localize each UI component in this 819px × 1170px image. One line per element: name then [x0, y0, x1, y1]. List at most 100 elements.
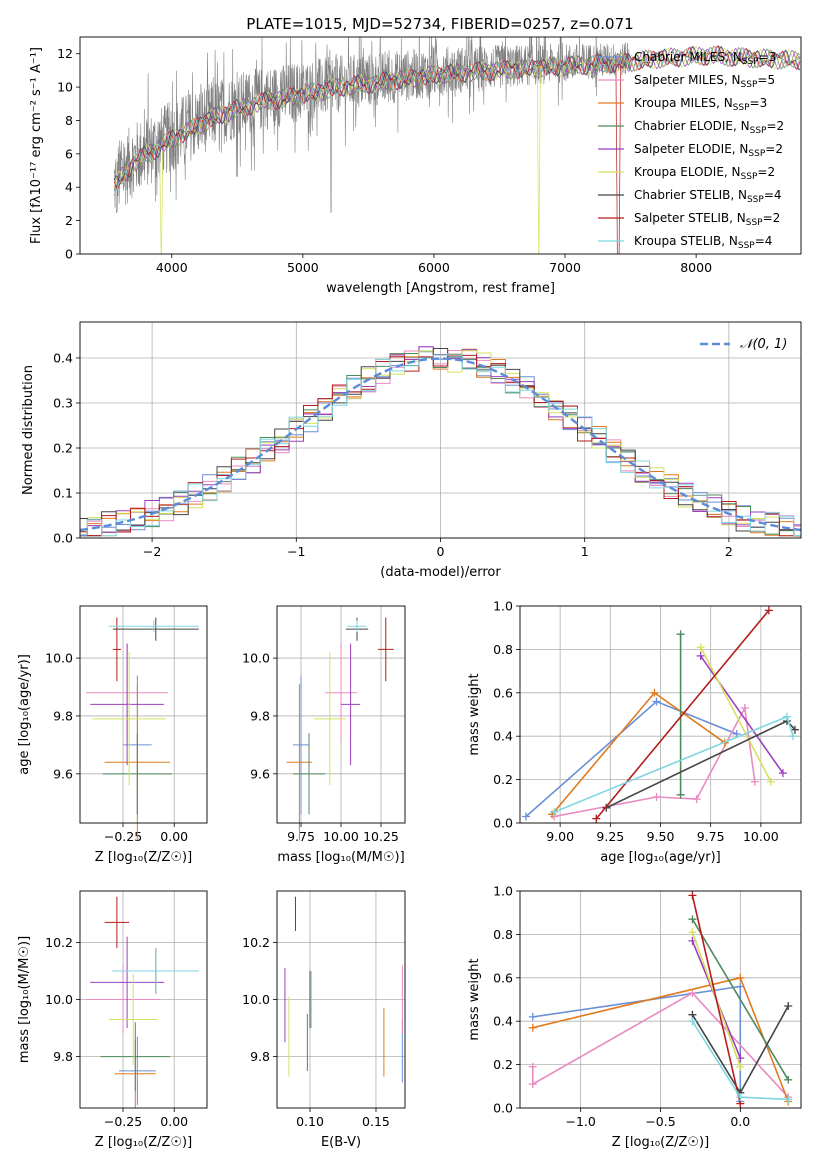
x-axis-label: age [log₁₀(age/yr)] — [600, 850, 721, 865]
legend-nssp: =3 — [750, 96, 768, 110]
x-tick-label: 0.00 — [160, 829, 188, 844]
model-line — [114, 46, 801, 188]
errorbar-point — [293, 733, 325, 815]
weight-marker — [652, 792, 661, 801]
x-tick-label: −1.0 — [565, 1114, 595, 1129]
y-tick-label: 0 — [65, 247, 73, 262]
x-tick-label: 10.00 — [323, 829, 359, 844]
legend-entry: 𝒩(0, 1) — [740, 337, 787, 352]
legend-entry: Chabrier STELIB, NSSP=4 — [634, 188, 782, 205]
errorbar-point — [286, 684, 313, 841]
legend-entry: Kroupa MILES, NSSP=3 — [634, 96, 767, 113]
y-tick-label: 9.6 — [53, 766, 73, 781]
weight-series — [688, 891, 745, 1108]
y-tick-label: 10.0 — [242, 992, 270, 1007]
x-tick-label: 0.10 — [296, 1114, 324, 1129]
errorbar-point — [347, 620, 367, 633]
legend-series-name: Chabrier ELODIE — [634, 119, 733, 133]
errorbar-point — [92, 652, 167, 786]
residuals-panel: −2 −1 0 1 2 0.0 0.1 0.2 0.3 0.4 (data-model)/error… — [21, 321, 802, 580]
weight-marker — [688, 988, 697, 997]
weight-line — [532, 985, 742, 1102]
weight-line — [605, 720, 796, 809]
histogram-step-line — [80, 346, 801, 537]
weight-vs-metallicity-panel: −1.0 −0.5 0.0 0.0 0.2 0.4 0.6 0.8 1.0 Z [log₁₀(Z/… — [467, 884, 802, 1150]
weight-marker — [688, 915, 697, 924]
axes-frame — [276, 890, 406, 1109]
y-tick-label: 0.4 — [493, 729, 513, 744]
weight-series — [602, 717, 799, 812]
legend-entry: Chabrier ELODIE, NSSP=2 — [634, 119, 784, 136]
weight-marker — [528, 1080, 537, 1089]
weight-marker — [784, 1095, 793, 1104]
y-axis-label: mass weight — [467, 673, 482, 755]
histogram-step-line — [80, 353, 801, 537]
y-tick-label: 12 — [57, 46, 73, 61]
weight-series — [548, 688, 729, 819]
axes-frame — [79, 36, 802, 255]
x-tick-label: 5000 — [287, 260, 319, 275]
legend-series-name: Salpeter STELIB — [634, 211, 729, 225]
y-axis-label: Flux [fλ10⁻¹⁷ erg cm⁻² s⁻¹ A⁻¹] — [29, 47, 44, 244]
age-vs-metallicity-panel: −0.25 0.00 9.6 9.8 10.0 Z [log₁₀(Z/Z☉)] age [l… — [17, 605, 208, 865]
errorbar-point — [112, 948, 199, 994]
legend-series-name: Salpeter ELODIE — [634, 142, 732, 156]
y-tick-label: 2 — [65, 213, 73, 228]
errorbar-point — [112, 617, 199, 641]
weight-series — [550, 712, 797, 817]
weight-marker — [652, 697, 661, 706]
weight-marker — [688, 891, 697, 900]
weight-vs-age-panel: 9.00 9.25 9.50 9.75 10.00 0.0 0.2 0.4 0.6 0.8 1.0 a… — [467, 599, 802, 865]
errorbar-point — [102, 733, 173, 815]
legend-nssp: =2 — [765, 142, 783, 156]
legend-n-prefix: , N — [721, 234, 738, 248]
legend-nssp: =2 — [763, 211, 781, 225]
legend-series-name: Salpeter MILES — [634, 73, 724, 87]
x-axis-label: Z [log₁₀(Z/Z☉)] — [95, 1135, 192, 1150]
y-tick-label: 0.6 — [493, 970, 513, 985]
errorbar-point — [112, 617, 121, 682]
x-tick-label: −1 — [287, 544, 305, 559]
legend-nssp: =3 — [759, 50, 777, 64]
y-tick-label: 8 — [65, 113, 73, 128]
model-line — [113, 45, 801, 195]
errorbar-point — [90, 643, 164, 766]
y-tick-label: 0.8 — [493, 642, 513, 657]
y-tick-label: 0.2 — [53, 441, 73, 456]
x-tick-label: 9.75 — [697, 829, 725, 844]
legend-nssp: =4 — [755, 234, 773, 248]
mass-vs-extinction-panel: 0.10 0.15 9.8 10.0 10.2 E(B-V) — [242, 890, 406, 1150]
legend-n-prefix: , N — [732, 142, 749, 156]
legend-nssp: =2 — [757, 165, 775, 179]
y-tick-label: 0.2 — [493, 772, 513, 787]
y-tick-label: 9.8 — [250, 1049, 270, 1064]
x-tick-label: 0 — [437, 544, 445, 559]
x-tick-label: 9.50 — [647, 829, 675, 844]
weight-marker — [650, 688, 659, 697]
legend-n-prefix: , N — [733, 119, 750, 133]
weight-line — [531, 991, 789, 1098]
axes-frame — [79, 321, 802, 539]
x-axis-label: wavelength [Angstrom, rest frame] — [326, 281, 555, 296]
y-tick-label: 10 — [57, 80, 73, 95]
legend-entry: Chabrier MILES, NSSP=3 — [634, 50, 776, 67]
x-axis-label: Z [log₁₀(Z/Z☉)] — [612, 1135, 709, 1150]
weight-marker — [736, 1093, 745, 1102]
histogram-step-line — [80, 348, 801, 537]
weight-line — [525, 700, 738, 818]
weight-marker — [528, 1023, 537, 1032]
legend-n-prefix: , N — [730, 188, 747, 202]
legend-entry: Salpeter ELODIE, NSSP=2 — [634, 142, 783, 159]
x-tick-label: 2 — [725, 544, 733, 559]
x-tick-label: −0.5 — [645, 1114, 675, 1129]
legend-nssp: =2 — [766, 119, 784, 133]
errorbar-point — [108, 620, 199, 633]
weight-marker — [692, 795, 701, 804]
weight-marker — [592, 814, 601, 823]
histogram-step-line — [80, 354, 801, 537]
legend-subscript: SSP — [738, 241, 755, 251]
histogram-lines — [80, 346, 801, 537]
x-axis-label: E(B-V) — [321, 1135, 361, 1150]
errorbar-point — [90, 936, 164, 1029]
